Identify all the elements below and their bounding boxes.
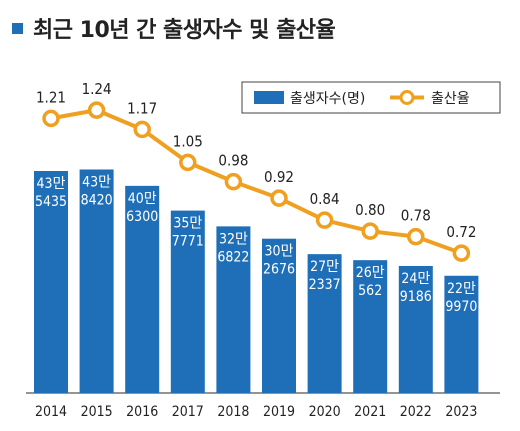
bar-value-label-man-2022: 24만 <box>401 271 430 287</box>
x-tick-label-2020: 2020 <box>309 404 341 420</box>
fertility-point-2020 <box>315 211 334 229</box>
bar-value-label-man-2023: 22만 <box>447 281 476 297</box>
bar-value-label-rest-2023: 9970 <box>445 299 477 315</box>
fertility-point-2016 <box>133 120 151 139</box>
fertility-point-2021 <box>361 222 379 240</box>
bar-2015 <box>79 169 114 393</box>
bar-2020 <box>307 254 342 393</box>
x-tick-label-2021: 2021 <box>354 404 386 420</box>
bar-2023 <box>444 275 479 393</box>
bar-2018 <box>216 226 251 393</box>
fertility-value-label-2023: 0.72 <box>446 223 476 241</box>
bar-value-label-man-2021: 26만 <box>356 265 385 281</box>
legend-line-label: 출산율 <box>431 91 470 107</box>
bar-value-label-man-2019: 30만 <box>265 244 294 260</box>
x-tick-label-2014: 2014 <box>35 404 67 420</box>
bar-value-label-rest-2016: 6300 <box>126 209 158 225</box>
fertility-value-label-2016: 1.17 <box>127 99 157 117</box>
fertility-value-label-2022: 0.78 <box>401 207 431 225</box>
x-tick-label-2022: 2022 <box>400 404 432 420</box>
bar-2016 <box>125 185 160 393</box>
title-square-icon <box>12 22 23 34</box>
x-tick-label-2016: 2016 <box>126 404 158 420</box>
bar-value-label-man-2014: 43만 <box>37 176 66 192</box>
legend-bar-label: 출생자수(명) <box>290 91 365 107</box>
fertility-value-label-2018: 0.98 <box>218 152 248 170</box>
bar-value-label-rest-2014: 5435 <box>35 194 67 210</box>
x-tick-label-2015: 2015 <box>81 404 113 420</box>
x-tick-label-2017: 2017 <box>172 404 204 420</box>
fertility-point-2017 <box>179 153 197 172</box>
bar-value-label-rest-2015: 8420 <box>81 192 113 208</box>
fertility-point-2019 <box>270 189 288 207</box>
bar-value-label-rest-2018: 6822 <box>217 249 249 265</box>
fertility-value-label-2017: 1.05 <box>173 132 203 150</box>
fertility-point-2015 <box>87 101 106 119</box>
bar-value-label-man-2016: 40만 <box>128 191 157 207</box>
chart-title-row: 최근 10년 간 출생자수 및 출산율 <box>12 12 336 44</box>
fertility-rate-line <box>50 108 463 256</box>
bar-2017 <box>170 210 205 393</box>
bar-value-label-man-2020: 27만 <box>310 259 339 275</box>
bar-2019 <box>262 238 296 393</box>
fertility-value-label-2014: 1.21 <box>36 88 66 106</box>
fertility-point-2014 <box>42 109 60 128</box>
fertility-value-label-2021: 0.80 <box>355 201 385 219</box>
legend-box <box>241 81 501 114</box>
bar-2014 <box>34 171 68 393</box>
fertility-point-2022 <box>407 227 425 246</box>
bar-value-label-man-2017: 35만 <box>173 216 202 232</box>
x-tick-label-2018: 2018 <box>217 404 249 420</box>
fertility-point-2023 <box>452 244 471 262</box>
bar-value-label-man-2015: 43만 <box>82 174 111 190</box>
fertility-value-label-2019: 0.92 <box>264 168 294 186</box>
bar-value-label-rest-2022: 9186 <box>400 289 432 305</box>
x-tick-label-2019: 2019 <box>263 404 295 420</box>
fertility-value-label-2020: 0.84 <box>310 190 340 208</box>
legend-bar-swatch <box>254 91 284 104</box>
bar-value-label-rest-2019: 2676 <box>263 262 295 278</box>
legend-line-marker <box>399 90 415 105</box>
bar-2022 <box>398 265 433 393</box>
bar-value-label-man-2018: 32만 <box>219 231 248 247</box>
x-tick-label-2023: 2023 <box>445 404 477 420</box>
fertility-point-2018 <box>224 172 243 191</box>
bar-value-label-rest-2017: 7771 <box>172 234 204 250</box>
fertility-value-label-2015: 1.24 <box>82 80 112 98</box>
chart-title: 최근 10년 간 출생자수 및 출산율 <box>33 18 336 43</box>
bar-value-label-rest-2021: 562 <box>358 283 382 299</box>
bar-2021 <box>353 260 388 393</box>
bar-value-label-rest-2020: 2337 <box>309 277 341 293</box>
